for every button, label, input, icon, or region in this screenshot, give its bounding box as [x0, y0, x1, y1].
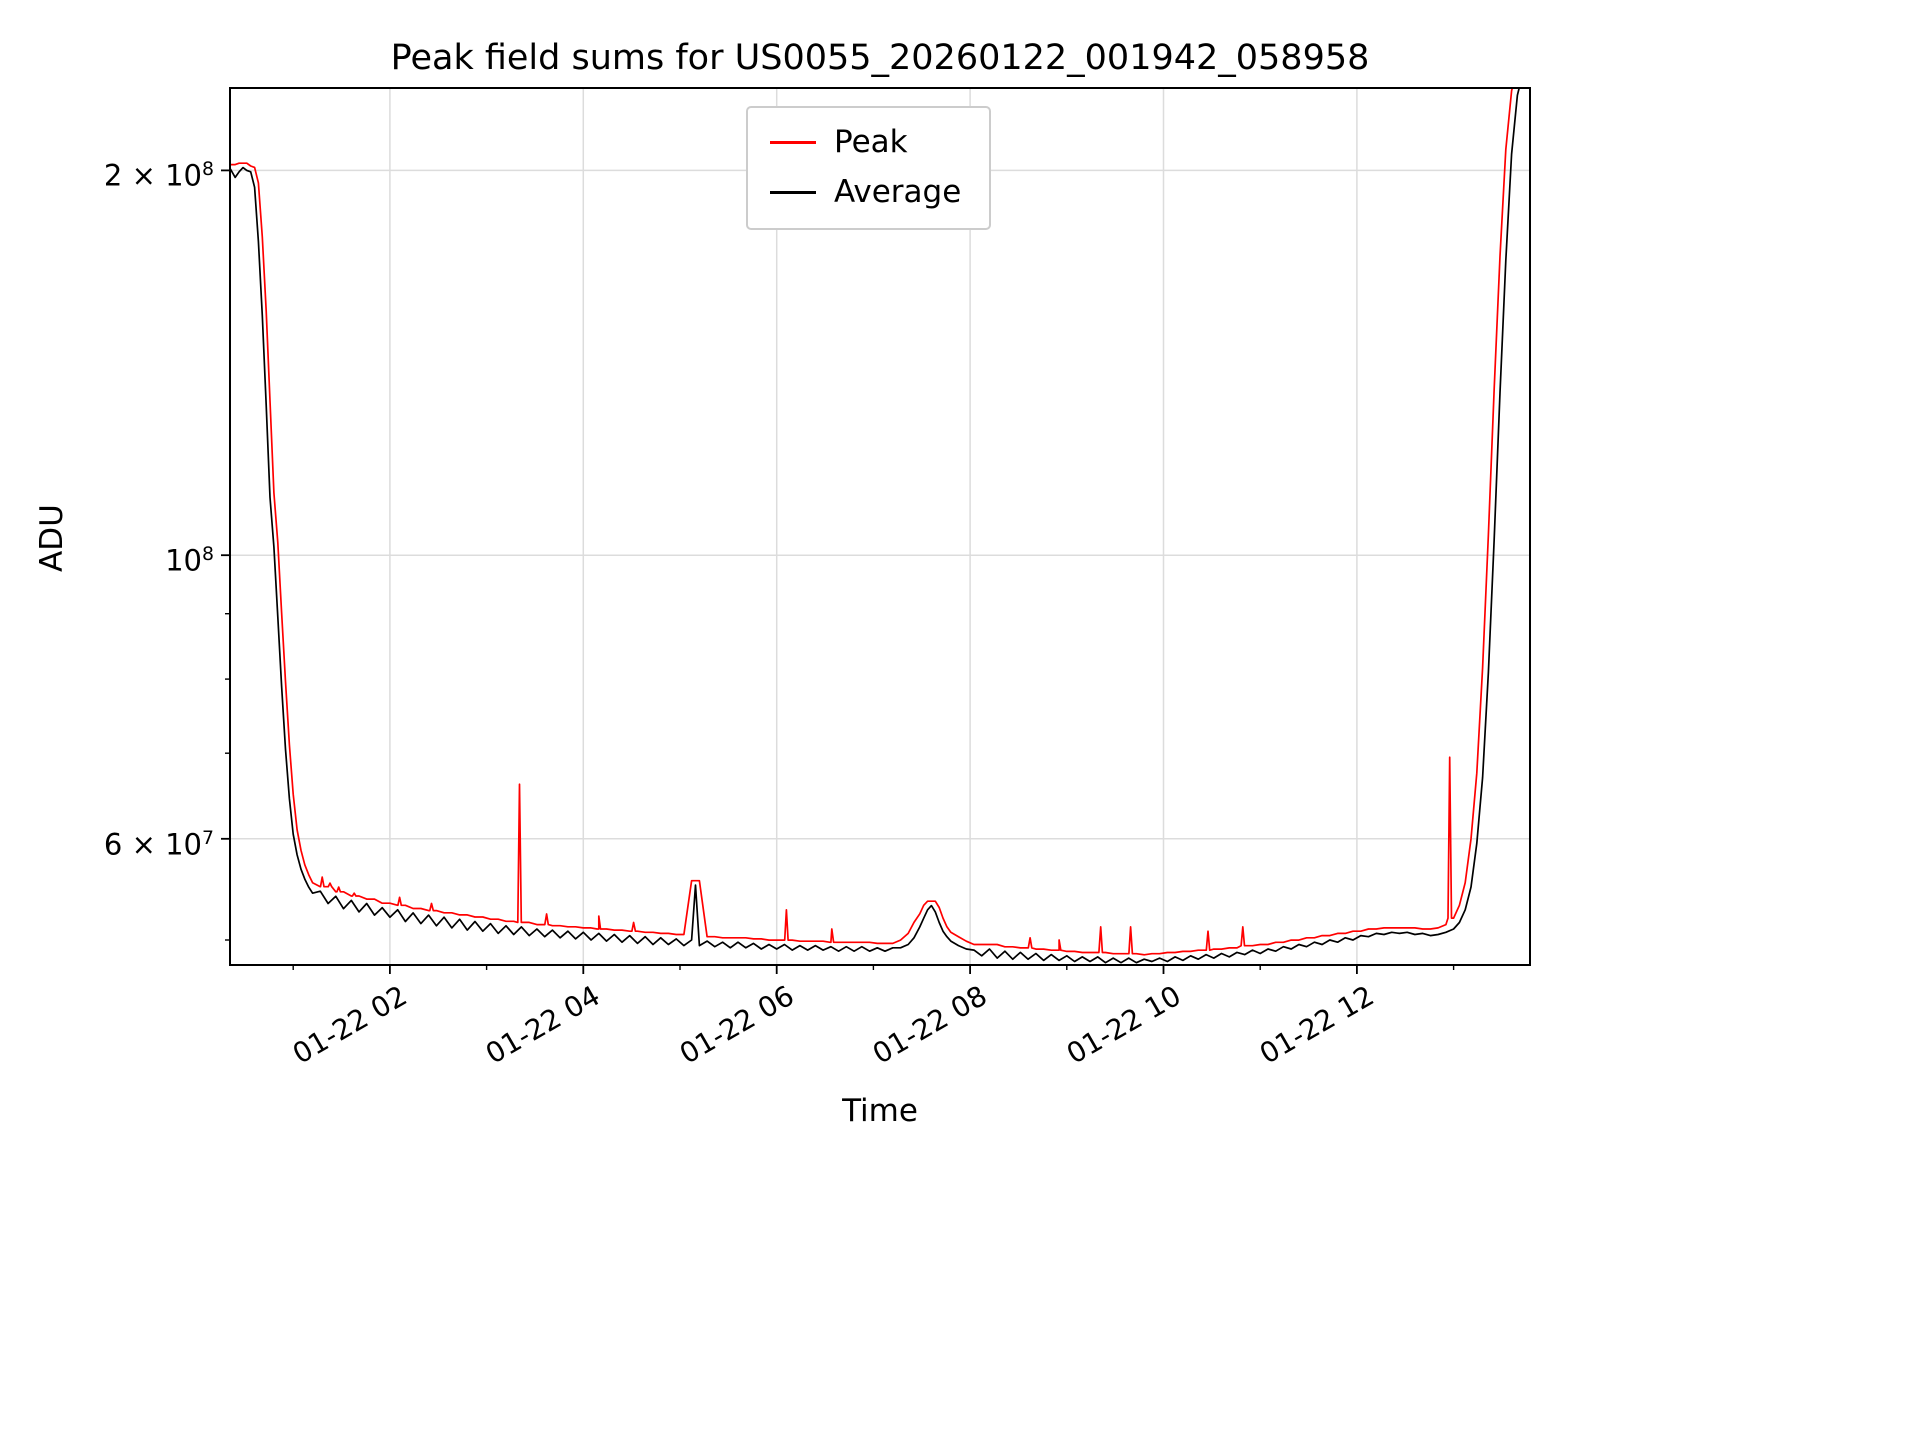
average-series-line	[230, 88, 1521, 964]
peak-line-sample-icon	[770, 140, 816, 144]
chart-title: Peak field sums for US0055_20260122_0019…	[390, 38, 1370, 78]
x-axis-label: Time	[842, 1093, 918, 1129]
legend-label-average: Average	[834, 174, 962, 210]
y-tick-label: 2 × 108	[103, 159, 214, 194]
peak-series-line	[230, 88, 1514, 956]
average-line-sample-icon	[770, 190, 816, 194]
axes-frame	[229, 87, 1531, 966]
y-tick-label: 108	[165, 543, 214, 578]
y-tick-label: 6 × 107	[103, 827, 214, 862]
legend-entry-peak: Peak	[770, 122, 961, 162]
legend-label-peak: Peak	[834, 124, 908, 160]
legend: Peak Average	[746, 106, 992, 230]
legend-entry-average: Average	[770, 172, 961, 212]
